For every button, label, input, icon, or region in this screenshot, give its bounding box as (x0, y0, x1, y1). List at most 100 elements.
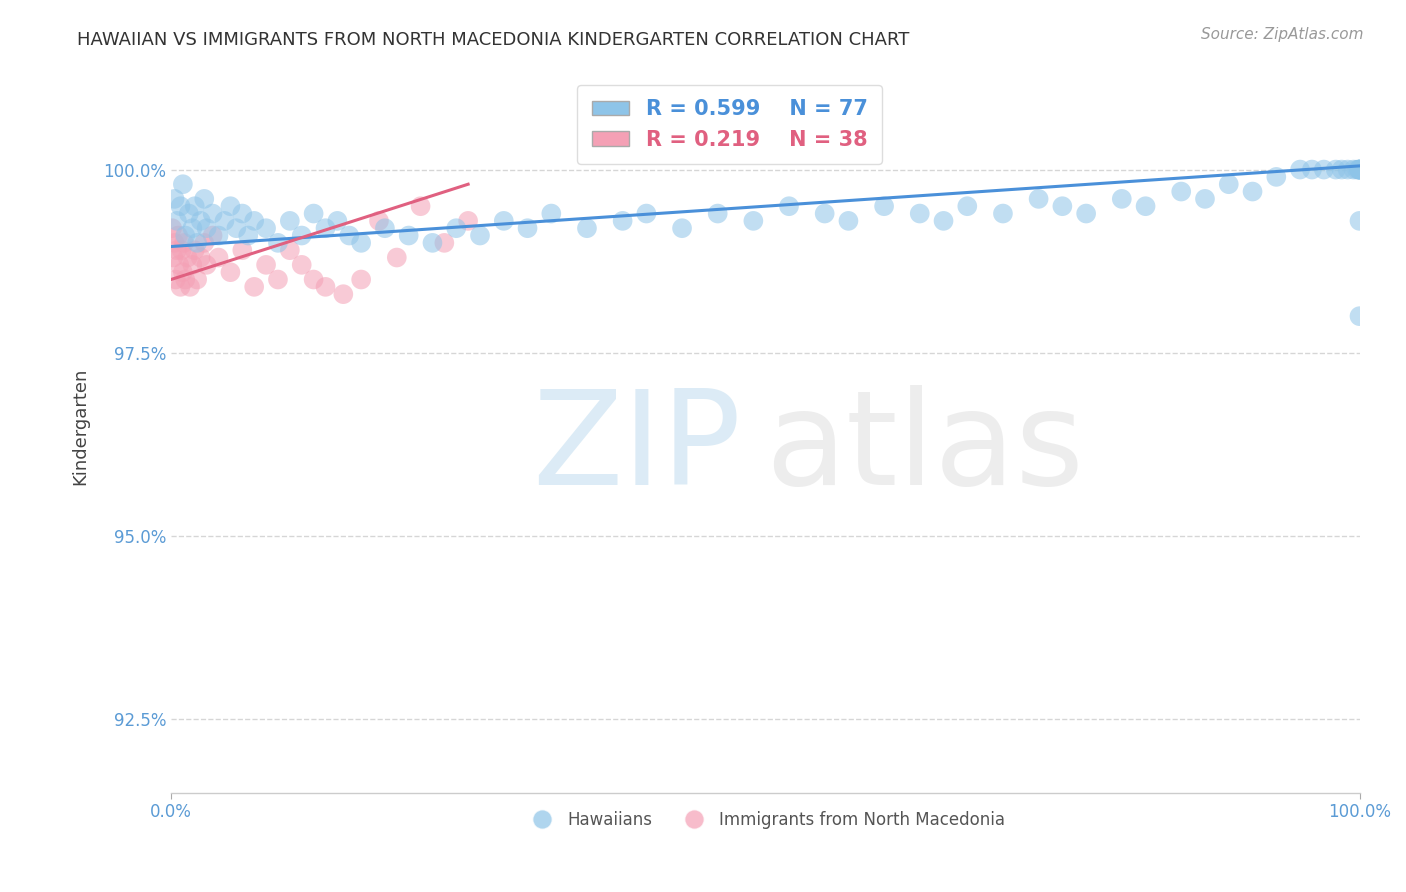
Immigrants from North Macedonia (254, 258, 277, 272)
Hawaiians (778, 199, 800, 213)
Hawaiians (172, 178, 194, 192)
Text: HAWAIIAN VS IMMIGRANTS FROM NORTH MACEDONIA KINDERGARTEN CORRELATION CHART: HAWAIIAN VS IMMIGRANTS FROM NORTH MACEDO… (77, 31, 910, 49)
Immigrants from North Macedonia (193, 235, 215, 250)
Hawaiians (1313, 162, 1336, 177)
Hawaiians (1346, 162, 1368, 177)
Immigrants from North Macedonia (162, 251, 184, 265)
Hawaiians (1241, 185, 1264, 199)
Immigrants from North Macedonia (219, 265, 242, 279)
Immigrants from North Macedonia (163, 235, 186, 250)
Hawaiians (315, 221, 337, 235)
Hawaiians (231, 206, 253, 220)
Immigrants from North Macedonia (170, 243, 193, 257)
Hawaiians (742, 214, 765, 228)
Hawaiians (1343, 162, 1365, 177)
Hawaiians (219, 199, 242, 213)
Legend: Hawaiians, Immigrants from North Macedonia: Hawaiians, Immigrants from North Macedon… (519, 805, 1011, 836)
Hawaiians (1111, 192, 1133, 206)
Hawaiians (337, 228, 360, 243)
Immigrants from North Macedonia (350, 272, 373, 286)
Hawaiians (1170, 185, 1192, 199)
Hawaiians (956, 199, 979, 213)
Hawaiians (254, 221, 277, 235)
Hawaiians (190, 214, 212, 228)
Hawaiians (468, 228, 491, 243)
Immigrants from North Macedonia (368, 214, 391, 228)
Hawaiians (706, 206, 728, 220)
Hawaiians (201, 206, 224, 220)
Hawaiians (1348, 309, 1371, 323)
Hawaiians (575, 221, 598, 235)
Hawaiians (1218, 178, 1240, 192)
Hawaiians (516, 221, 538, 235)
Hawaiians (1052, 199, 1074, 213)
Hawaiians (1348, 214, 1371, 228)
Immigrants from North Macedonia (176, 251, 198, 265)
Hawaiians (422, 235, 444, 250)
Hawaiians (540, 206, 562, 220)
Hawaiians (207, 228, 229, 243)
Hawaiians (444, 221, 467, 235)
Hawaiians (1289, 162, 1312, 177)
Hawaiians (243, 214, 266, 228)
Hawaiians (492, 214, 515, 228)
Hawaiians (636, 206, 658, 220)
Hawaiians (1330, 162, 1353, 177)
Hawaiians (374, 221, 396, 235)
Hawaiians (1348, 162, 1371, 177)
Hawaiians (612, 214, 634, 228)
Hawaiians (169, 199, 191, 213)
Hawaiians (278, 214, 301, 228)
Text: atlas: atlas (765, 384, 1084, 512)
Immigrants from North Macedonia (315, 280, 337, 294)
Hawaiians (291, 228, 314, 243)
Hawaiians (1348, 162, 1371, 177)
Immigrants from North Macedonia (169, 280, 191, 294)
Text: ZIP: ZIP (533, 384, 741, 512)
Hawaiians (1301, 162, 1323, 177)
Hawaiians (1348, 162, 1371, 177)
Hawaiians (163, 192, 186, 206)
Hawaiians (225, 221, 247, 235)
Hawaiians (908, 206, 931, 220)
Immigrants from North Macedonia (267, 272, 290, 286)
Hawaiians (1028, 192, 1050, 206)
Immigrants from North Macedonia (409, 199, 432, 213)
Immigrants from North Macedonia (291, 258, 314, 272)
Hawaiians (1135, 199, 1157, 213)
Immigrants from North Macedonia (433, 235, 456, 250)
Immigrants from North Macedonia (190, 251, 212, 265)
Immigrants from North Macedonia (174, 272, 197, 286)
Immigrants from North Macedonia (181, 258, 204, 272)
Y-axis label: Kindergarten: Kindergarten (72, 368, 89, 485)
Hawaiians (177, 206, 200, 220)
Immigrants from North Macedonia (172, 265, 194, 279)
Hawaiians (186, 235, 208, 250)
Immigrants from North Macedonia (195, 258, 218, 272)
Hawaiians (932, 214, 955, 228)
Hawaiians (195, 221, 218, 235)
Hawaiians (1324, 162, 1347, 177)
Immigrants from North Macedonia (278, 243, 301, 257)
Hawaiians (398, 228, 420, 243)
Hawaiians (350, 235, 373, 250)
Hawaiians (991, 206, 1014, 220)
Immigrants from North Macedonia (243, 280, 266, 294)
Immigrants from North Macedonia (179, 280, 201, 294)
Immigrants from North Macedonia (231, 243, 253, 257)
Immigrants from North Macedonia (160, 221, 183, 235)
Immigrants from North Macedonia (385, 251, 408, 265)
Hawaiians (873, 199, 896, 213)
Hawaiians (1348, 162, 1371, 177)
Immigrants from North Macedonia (186, 272, 208, 286)
Immigrants from North Macedonia (167, 228, 190, 243)
Hawaiians (184, 199, 207, 213)
Hawaiians (326, 214, 349, 228)
Immigrants from North Macedonia (169, 258, 191, 272)
Hawaiians (181, 221, 204, 235)
Immigrants from North Macedonia (184, 243, 207, 257)
Hawaiians (238, 228, 260, 243)
Immigrants from North Macedonia (332, 287, 354, 301)
Hawaiians (214, 214, 236, 228)
Immigrants from North Macedonia (165, 272, 187, 286)
